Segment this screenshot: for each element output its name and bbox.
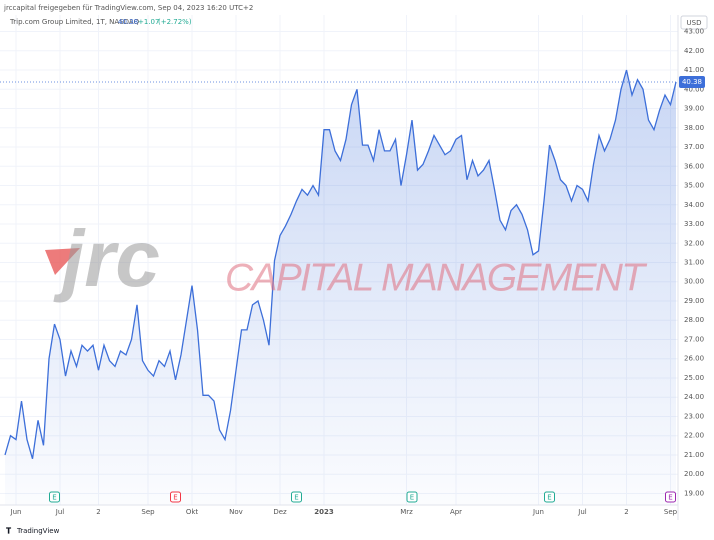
y-tick-label: 25.00 [684, 374, 704, 382]
y-tick-label: 33.00 [684, 220, 704, 228]
earnings-marker[interactable] [49, 491, 60, 503]
x-tick-label: Jun [10, 508, 22, 516]
y-tick-label: 24.00 [684, 393, 704, 401]
earnings-label: E [410, 494, 414, 502]
legend-change-percent: (+2.72%) [158, 18, 192, 26]
y-tick-label: 34.00 [684, 201, 704, 209]
watermark-logo: jrc [53, 214, 160, 303]
x-tick-label: Dez [273, 508, 287, 516]
y-tick-label: 39.00 [684, 105, 704, 113]
x-tick-label: Jun [532, 508, 544, 516]
plot [0, 69, 678, 506]
footer-logo: 𝐓 TradingView [6, 527, 60, 536]
y-tick-label: 26.00 [684, 355, 704, 363]
watermark-text: CAPITAL MANAGEMENT [225, 256, 648, 299]
y-tick-label: 36.00 [684, 162, 704, 170]
y-tick-label: 28.00 [684, 316, 704, 324]
x-tick-label: 2 [624, 508, 628, 516]
y-tick-label: 37.00 [684, 143, 704, 151]
earnings-label: E [294, 494, 298, 502]
x-tick-label: Sep [141, 508, 155, 516]
watermark-icon [45, 248, 80, 275]
y-tick-label: 41.00 [684, 66, 704, 74]
x-tick-label: Okt [186, 508, 199, 516]
footer-text: TradingView [16, 527, 60, 535]
legend-change: +1.07 [138, 18, 159, 26]
y-tick-label: 42.00 [684, 47, 704, 55]
last-price-box [679, 75, 705, 88]
y-tick-label: 32.00 [684, 239, 704, 247]
y-tick-label: 22.00 [684, 432, 704, 440]
symbol-title: Trip.com Group Limited, 1T, NASDAQ [9, 18, 140, 26]
x-tick-label: 2 [96, 508, 100, 516]
y-tick-label: 23.00 [684, 412, 704, 420]
y-tick-label: 30.00 [684, 278, 704, 286]
y-tick-label: 20.00 [684, 470, 704, 478]
footer-icon: 𝐓 [6, 527, 12, 536]
earnings-marker[interactable] [544, 491, 555, 503]
y-tick-label: 31.00 [684, 259, 704, 267]
price-line [4, 69, 677, 459]
earnings-label: E [668, 494, 672, 502]
x-tick-label: Jul [55, 508, 65, 516]
x-tick-label: Nov [229, 508, 243, 516]
y-tick-label: 27.00 [684, 335, 704, 343]
earnings-label: E [547, 494, 551, 502]
earnings-marker[interactable] [291, 491, 302, 503]
earnings-marker[interactable] [406, 491, 418, 503]
currency-box[interactable] [680, 15, 708, 30]
x-tick-label: Jul [577, 508, 587, 516]
y-tick-label: 43.00 [684, 28, 704, 36]
last-price-label: 40.38 [682, 78, 702, 86]
x-tick-label: 2023 [314, 508, 334, 516]
y-tick-label: 35.00 [684, 182, 704, 190]
y-tick-label: 38.00 [684, 124, 704, 132]
watermark: jrc CAPITAL MANAGEMENT [45, 214, 648, 303]
x-tick-label: Sep [664, 508, 678, 516]
y-tick-label: 19.00 [684, 489, 704, 497]
x-tick-label: Apr [450, 508, 462, 516]
earnings-marker[interactable] [170, 491, 181, 503]
currency[interactable]: USD [687, 19, 702, 27]
legend: Trip.com Group Limited, 1T, NASDAQ 40.38… [9, 18, 192, 26]
earnings-label: E [52, 494, 56, 502]
earnings-label: E [173, 494, 177, 502]
legend-price: 40.38 [118, 18, 138, 26]
y-tick-label: 21.00 [684, 451, 704, 459]
area-fill [5, 70, 676, 506]
header: jrccapital freigegeben für TradingView.c… [3, 4, 253, 12]
x-tick-label: Mrz [400, 508, 413, 516]
earnings-marker[interactable] [665, 491, 676, 503]
y-tick-label: 29.00 [684, 297, 704, 305]
y-tick-label: 40.00 [684, 85, 704, 93]
